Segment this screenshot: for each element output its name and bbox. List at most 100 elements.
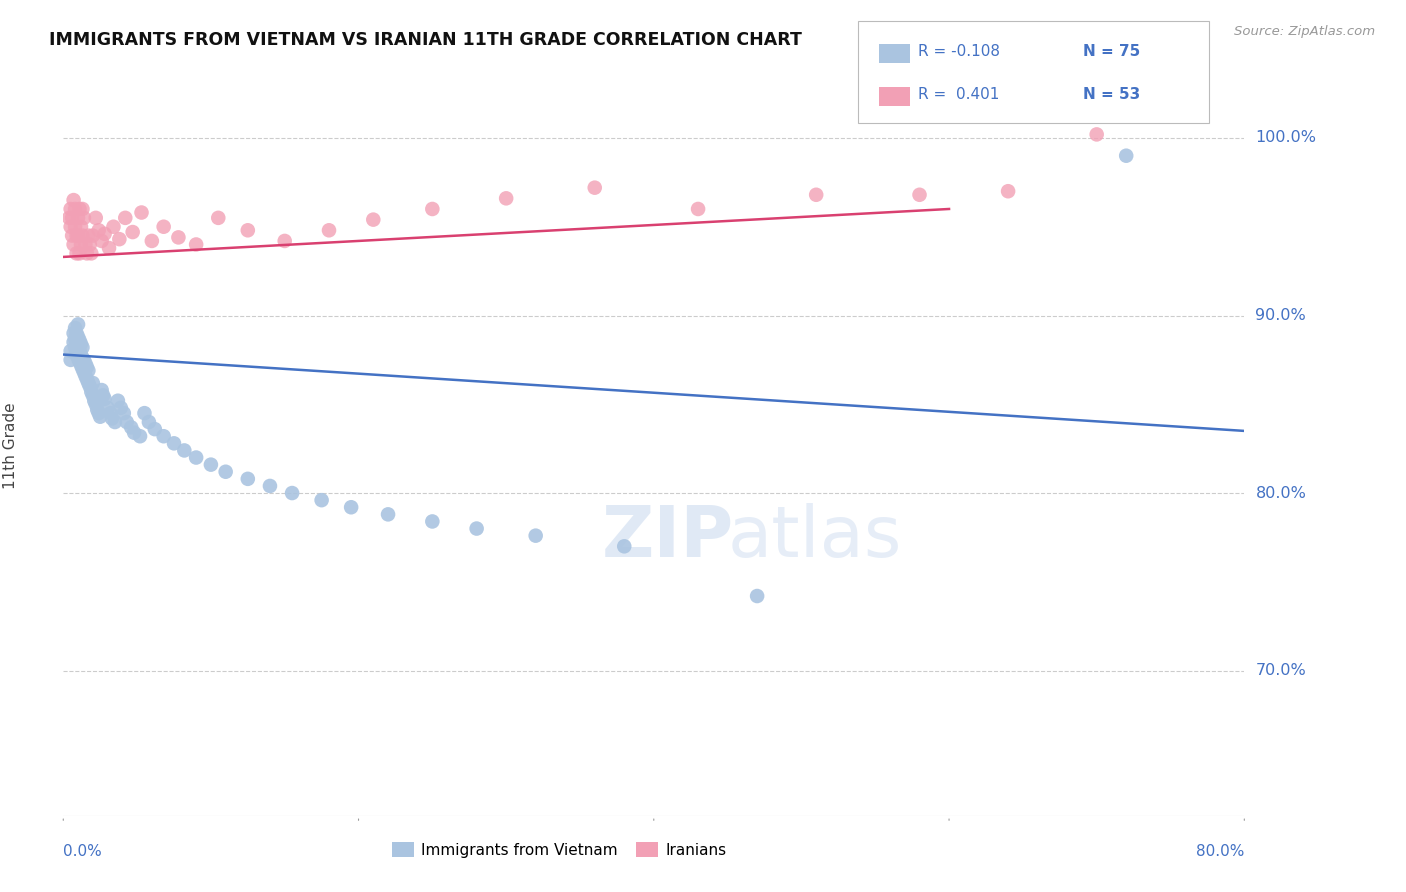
Point [76, 246, 98, 260]
Point [110, 401, 132, 415]
Point [115, 415, 138, 429]
Point [73, 365, 96, 379]
Point [91, 388, 114, 402]
Point [63, 341, 86, 355]
Point [59, 344, 82, 359]
Point [79, 379, 101, 393]
Point [59, 352, 82, 367]
Point [114, 211, 136, 225]
Point [377, 508, 399, 522]
Point [63, 332, 86, 346]
Point [67, 318, 90, 332]
Text: N = 53: N = 53 [1083, 87, 1140, 102]
Point [59, 219, 82, 234]
Point [186, 450, 208, 465]
Point [90, 234, 112, 248]
Point [908, 187, 931, 202]
Point [80, 384, 103, 399]
Point [63, 202, 86, 216]
Point [273, 234, 295, 248]
Point [84, 397, 107, 411]
Point [236, 223, 259, 237]
Text: 0.0%: 0.0% [63, 844, 103, 859]
Legend: Immigrants from Vietnam, Iranians: Immigrants from Vietnam, Iranians [387, 837, 733, 864]
Point [93, 392, 115, 406]
Point [63, 219, 86, 234]
Point [70, 219, 93, 234]
Point [214, 465, 236, 479]
Point [107, 393, 129, 408]
Point [236, 472, 259, 486]
Point [495, 191, 517, 205]
Point [100, 406, 122, 420]
Point [67, 341, 90, 355]
Text: Source: ZipAtlas.com: Source: ZipAtlas.com [1234, 25, 1375, 38]
Point [72, 361, 94, 376]
Point [63, 321, 86, 335]
Point [89, 409, 111, 424]
Point [72, 351, 94, 365]
Point [67, 228, 90, 243]
Point [80, 246, 103, 260]
Point [141, 234, 163, 248]
Point [152, 429, 174, 443]
Point [129, 429, 152, 443]
Point [69, 354, 91, 368]
Point [281, 486, 304, 500]
Text: 70.0%: 70.0% [1256, 663, 1306, 678]
Point [96, 401, 118, 415]
Point [82, 376, 104, 390]
Point [340, 500, 363, 515]
Point [152, 219, 174, 234]
Point [67, 330, 90, 344]
Point [108, 232, 131, 246]
Point [73, 352, 96, 367]
Point [69, 202, 91, 216]
Point [58, 211, 80, 225]
Point [173, 443, 195, 458]
Point [65, 228, 87, 243]
Point [76, 359, 98, 374]
Point [87, 406, 110, 420]
Point [1115, 149, 1137, 163]
Point [84, 211, 107, 225]
Point [745, 589, 768, 603]
Point [72, 202, 94, 216]
Point [62, 193, 84, 207]
Point [112, 406, 135, 420]
Text: R =  0.401: R = 0.401 [918, 87, 1000, 102]
Point [69, 334, 91, 348]
Point [59, 202, 82, 216]
Point [77, 376, 100, 390]
Point [60, 228, 83, 243]
Point [69, 246, 91, 260]
Point [167, 230, 190, 244]
Point [583, 180, 606, 194]
Point [143, 422, 166, 436]
Point [82, 388, 104, 402]
Point [804, 187, 827, 202]
Point [62, 237, 84, 252]
Point [60, 211, 83, 225]
Point [422, 202, 444, 216]
Text: 100.0%: 100.0% [1256, 130, 1316, 145]
Point [1085, 128, 1108, 142]
Point [86, 402, 108, 417]
Point [90, 383, 112, 397]
Point [93, 227, 115, 241]
Point [311, 493, 333, 508]
Point [207, 211, 229, 225]
Text: 90.0%: 90.0% [1256, 308, 1306, 323]
Point [77, 228, 100, 243]
Point [120, 420, 142, 434]
Point [65, 246, 87, 260]
Point [131, 205, 153, 219]
Point [259, 479, 281, 493]
Text: 80.0%: 80.0% [1256, 485, 1306, 500]
Point [76, 372, 98, 386]
Text: 80.0%: 80.0% [1197, 844, 1244, 859]
Point [103, 219, 125, 234]
Point [101, 411, 124, 425]
Point [72, 341, 94, 355]
Point [62, 326, 84, 341]
